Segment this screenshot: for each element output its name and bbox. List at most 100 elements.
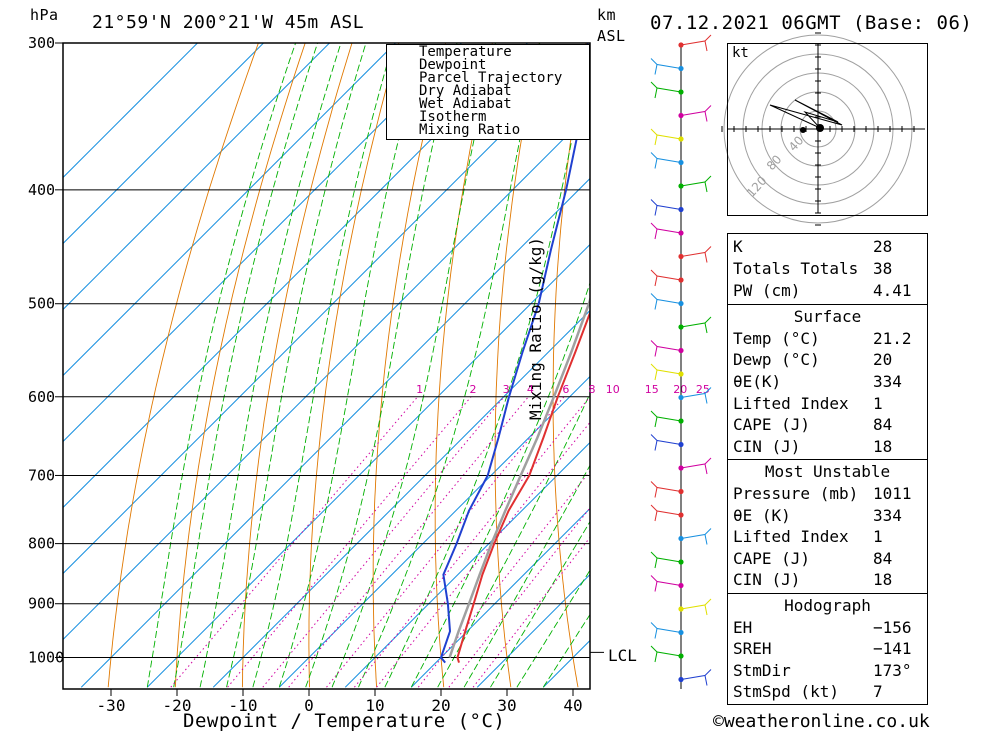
isotherm-line [146,243,590,688]
tt-value: 38 [873,259,893,278]
wind-barb-feather [704,669,712,676]
mixing-ratio-label: 2 [470,383,477,396]
sreh-label: SREH [733,639,772,658]
mixing-ratio-label: 4 [527,383,534,396]
isotherm-line [344,441,590,688]
wind-barb-feather [650,434,658,441]
dry-adiabat-line [241,43,353,688]
wet-adiabat-line [516,569,590,688]
wind-barb-feather [704,246,712,253]
mixing-ratio-label: 15 [645,383,659,396]
temp-value: 21.2 [873,329,912,348]
x-tick-label: 40 [563,696,582,715]
wind-barb [654,486,682,498]
wind-barb [654,416,682,428]
wind-barb [654,157,682,169]
wind-barb [654,134,682,146]
wind-barb [680,181,708,193]
wind-barb [654,275,682,287]
wet-adiabat-line [278,43,424,688]
dewp-value: 20 [873,350,893,369]
copyright-link[interactable]: ©weatheronline.co.uk [713,711,930,732]
pw-value: 4.41 [873,281,912,300]
wind-barb [680,674,708,686]
wind-barb [680,533,708,545]
mixing-ratio-label: 20 [673,383,687,396]
mixing-ratio-line [448,507,590,688]
pressure-tick-label: 700 [28,466,55,484]
asl-label: ASL [597,27,626,45]
dry-adiabat-line [494,43,540,688]
mixing-ratio-label: 10 [606,383,620,396]
legend-item-wet-adiabat: Wet Adiabat [419,96,512,112]
wind-barb [654,510,682,522]
wind-barb-feather [650,293,658,300]
wet-adiabat-line [358,43,541,688]
temp-label: Temp (°C) [733,329,820,348]
dry-adiabat-line [308,43,400,688]
wind-barb [654,228,682,240]
pressure-tick-label: 800 [28,535,55,553]
wind-barb-feather [650,481,658,488]
mixing-ratio-line [170,396,418,688]
isotherm-line [410,507,590,688]
wind-barb-feather [704,105,712,112]
pw-label: PW (cm) [733,281,801,300]
mixing-ratio-line [472,536,590,688]
wind-barb [654,627,682,639]
cape-value: 84 [873,415,893,434]
wind-barb-feather [650,575,658,582]
wind-barb-feather [650,222,658,230]
k-value: 28 [873,237,893,256]
legend-item-temperature: Temperature [419,44,512,60]
mixing-ratio-label: 6 [562,383,569,396]
eh-value: −156 [873,618,912,637]
wind-barb-feather [650,551,658,559]
x-tick-label: 30 [497,696,516,715]
wet-adiabat-line [331,43,496,688]
mu-cin-value: 18 [873,570,893,589]
mixing-ratio-label: 8 [589,383,596,396]
theta-label: θE(K) [733,372,782,391]
dry-adiabat-line [174,43,306,688]
wind-barb-feather [704,387,712,394]
wind-barb-feather [650,622,658,629]
mu-cape-value: 84 [873,549,893,568]
mixing-ratio-line [376,421,590,688]
li-label: Lifted Index [733,394,849,413]
x-tick-label: 0 [304,696,314,715]
li-value: 1 [873,394,883,413]
mixing-ratio-label: 1 [416,383,423,396]
mu-cape-label: CAPE (J) [733,549,811,568]
wind-barb-feather [650,269,658,277]
x-tick-label: -10 [229,696,258,715]
hodograph-title: Hodograph [784,596,871,615]
wind-barb [680,322,708,334]
wet-adiabat-line [226,43,367,688]
wind-barb-feather [650,58,658,65]
wind-barb [654,557,682,569]
wind-barb-feather [704,316,712,324]
wind-barb [654,204,682,216]
wind-barb-feather [704,34,712,42]
wet-adiabat-line [173,43,319,688]
pressure-tick-label: 1000 [28,649,64,667]
tt-label: Totals Totals [733,259,859,278]
wet-adiabat-line [542,613,590,688]
wet-adiabat-line [384,47,590,688]
legend: Temperature Dewpoint Parcel Trajectory D… [386,44,590,140]
wet-adiabat-line [490,520,590,688]
indices-table: K 28 Totals Totals 38 PW (cm) 4.41 Surface … [727,233,928,705]
x-tick-label: 20 [431,696,450,715]
mu-theta-value: 334 [873,506,902,525]
pressure-tick-label: 900 [28,595,55,613]
mu-pressure-label: Pressure (mb) [733,484,859,503]
datetime-title: 07.12.2021 06GMT (Base: 06) [650,12,973,34]
dry-adiabat-line [960,0,1000,687]
km-label: km [597,6,617,24]
cin-label: CIN (J) [733,437,801,456]
y2-axis-title: Mixing Ratio (g/kg) [526,236,545,420]
wet-adiabat-line [410,281,590,688]
dry-adiabat-line [372,43,447,688]
series-parcel-trajectory [448,295,590,658]
